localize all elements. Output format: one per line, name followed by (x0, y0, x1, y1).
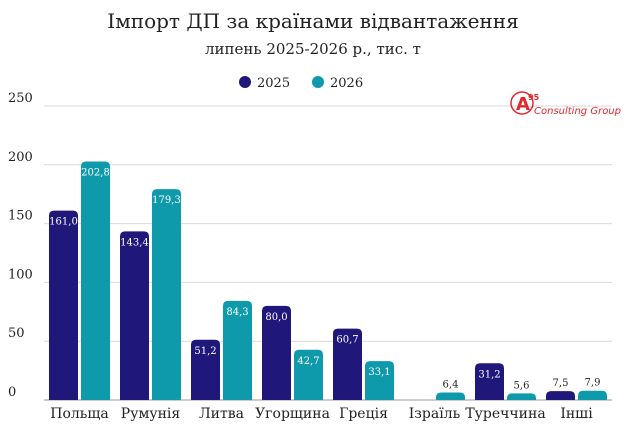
bar-2026-3 (294, 349, 323, 400)
bar-2026-4 (365, 361, 394, 400)
chart-title: Імпорт ДП за країнами відвантаження (107, 9, 518, 33)
bar-2026-0 (81, 161, 110, 400)
logo-sup: 95 (528, 93, 540, 102)
y-tick-label: 50 (8, 326, 25, 341)
y-tick-label: 0 (8, 385, 16, 400)
bar-2026-2 (223, 300, 252, 400)
data-label-2026-2: 84,3 (226, 307, 248, 318)
data-label-2025-4: 60,7 (336, 335, 358, 346)
category-label-5: Ізраїль (409, 406, 461, 422)
y-tick-label: 100 (8, 267, 33, 282)
bar-2025-2 (191, 339, 220, 400)
category-label-6: Туреччина (465, 406, 545, 422)
bar-2025-3 (262, 305, 291, 400)
data-label-2025-6: 31,2 (478, 369, 500, 380)
bar-2026-6 (507, 393, 536, 400)
data-labels: 161,0 202,8 143,4 179,3 51,2 84,3 80,0 42,7 60,7… (49, 168, 600, 392)
category-label-2: Литва (199, 406, 244, 422)
logo-circle-icon (510, 91, 534, 115)
category-label-3: Угорщина (255, 406, 330, 422)
data-label-2026-7: 7,9 (585, 378, 601, 389)
legend-label-2026: 2026 (330, 76, 363, 91)
category-labels: Польща Румунія Литва Угорщина Греція Ізраїль Т… (50, 406, 593, 422)
data-label-2025-3: 80,0 (265, 312, 287, 323)
category-label-4: Греція (339, 406, 388, 422)
legend-marker-2026 (312, 76, 324, 88)
bar-2026-7 (578, 390, 607, 400)
logo-text: Consulting Group (534, 106, 621, 117)
data-label-2025-1: 143,4 (120, 237, 149, 248)
logo: A 95 Consulting Group (510, 91, 621, 117)
legend-label-2025: 2025 (257, 76, 290, 91)
bar-2026-5 (436, 392, 465, 400)
chart-subtitle: липень 2025-2026 р., тис. т (205, 40, 421, 58)
bar-2025-0 (49, 210, 78, 400)
bar-2025-7 (546, 391, 575, 400)
bar-2025-1 (120, 231, 149, 400)
bar-2025-6 (475, 363, 504, 400)
legend: 2025 2026 (239, 76, 363, 91)
logo-mark: A (516, 94, 530, 115)
data-label-2026-5: 6,4 (443, 379, 459, 390)
legend-marker-2025 (239, 76, 251, 88)
y-tick-label: 200 (8, 150, 33, 165)
grid: 0 50 100 150 200 250 (8, 91, 612, 401)
bar-2026-1 (152, 189, 181, 400)
bars (49, 161, 607, 400)
bar-2025-4 (333, 328, 362, 400)
data-label-2026-3: 42,7 (297, 356, 319, 367)
category-label-1: Румунія (121, 406, 181, 422)
data-label-2026-1: 179,3 (152, 195, 181, 206)
data-label-2026-6: 5,6 (514, 380, 530, 391)
y-tick-label: 150 (8, 209, 33, 224)
category-label-0: Польща (50, 406, 109, 422)
y-tick-label: 250 (8, 91, 33, 106)
data-label-2025-7: 7,5 (553, 378, 569, 389)
data-label-2026-4: 33,1 (368, 367, 390, 378)
data-label-2026-0: 202,8 (81, 168, 110, 179)
data-label-2025-2: 51,2 (194, 346, 216, 357)
category-label-7: Інші (560, 406, 593, 422)
data-label-2025-0: 161,0 (49, 217, 78, 228)
